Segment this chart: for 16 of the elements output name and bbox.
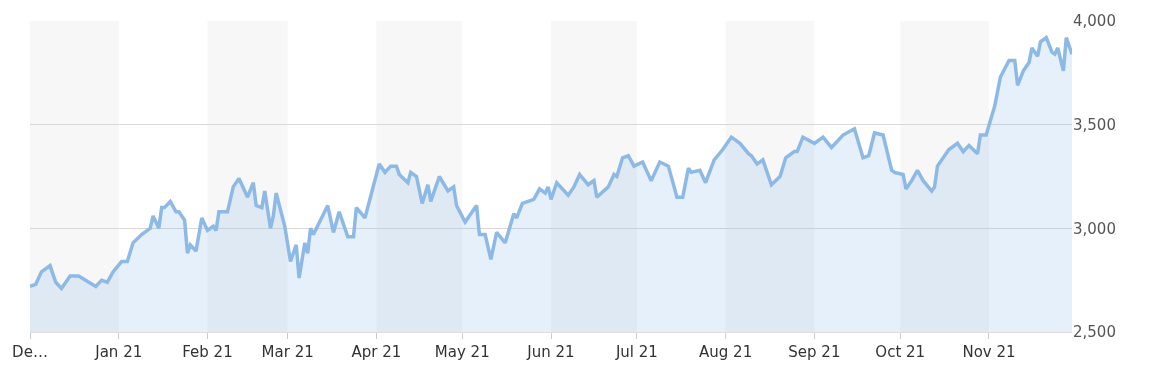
x-tick-label: Jul 21 [614,343,658,361]
x-tick-label: Feb 21 [182,343,233,361]
x-tick-label: Nov 21 [962,343,1016,361]
x-tick-label: May 21 [434,343,490,361]
x-tick-label: Jun 21 [526,343,575,361]
x-tick-label: Mar 21 [261,343,314,361]
x-tick-label: De… [12,343,48,361]
y-tick-label: 4,000 [1073,12,1116,31]
x-tick-label: Apr 21 [351,343,402,361]
x-tick-label: Sep 21 [788,343,841,361]
x-tick-label: Jan 21 [94,343,143,361]
y-tick-label: 3,500 [1073,115,1116,134]
y-tick-label: 2,500 [1073,323,1116,342]
x-tick-label: Aug 21 [699,343,753,361]
x-tick-label: Oct 21 [875,343,926,361]
y-tick-label: 3,000 [1073,219,1116,238]
